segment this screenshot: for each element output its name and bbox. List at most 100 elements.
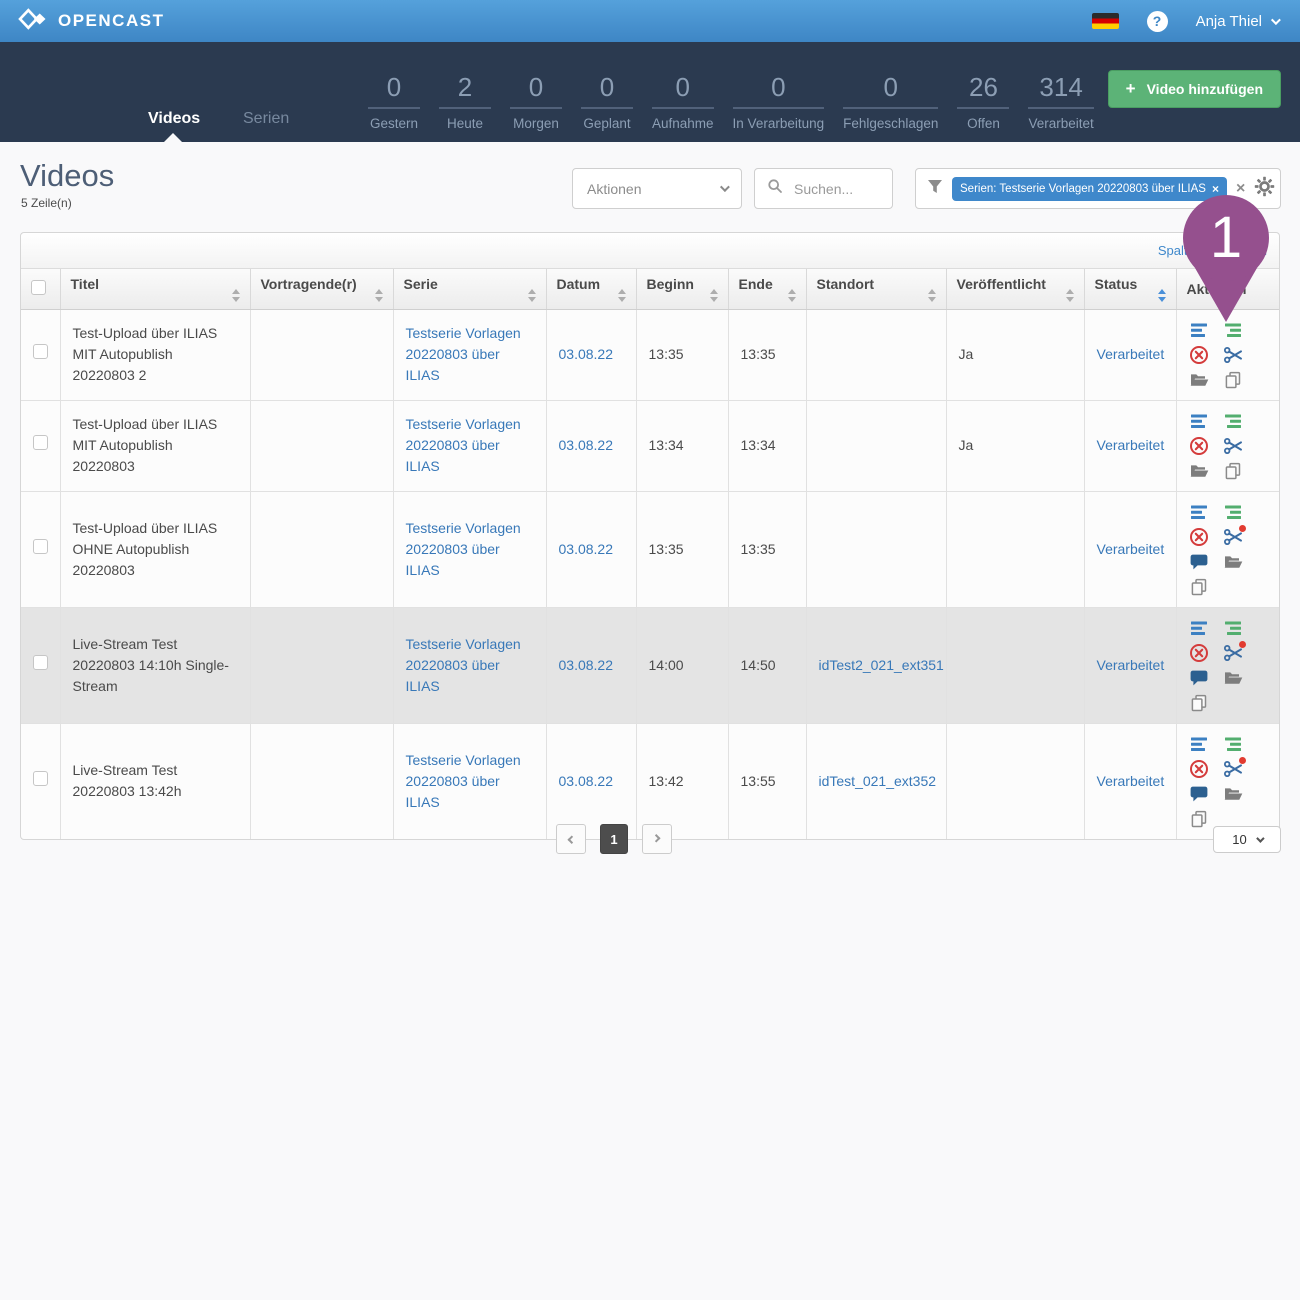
sort-icon[interactable]	[374, 288, 383, 302]
actions-dropdown[interactable]: Aktionen	[572, 168, 742, 209]
row-checkbox[interactable]	[33, 435, 48, 450]
row-checkbox[interactable]	[33, 654, 48, 670]
stat-verarbeitet[interactable]: 314 Verarbeitet	[1028, 72, 1094, 131]
date-link[interactable]: 03.08.22	[558, 540, 614, 557]
delete-icon[interactable]	[1189, 436, 1209, 456]
status-link[interactable]: Verarbeitet	[1096, 540, 1165, 557]
status-link[interactable]: Verarbeitet	[1096, 772, 1165, 789]
help-icon[interactable]: ?	[1146, 10, 1168, 32]
series-icon[interactable]	[1223, 734, 1243, 754]
sort-icon-active[interactable]	[1157, 288, 1166, 302]
status-link[interactable]: Verarbeitet	[1096, 437, 1165, 453]
series-link[interactable]: Testserie Vorlagen 20220803 über ILIAS	[405, 416, 521, 474]
filter-settings-gear-icon[interactable]	[1254, 176, 1275, 202]
stat-in-verarbeitung[interactable]: 0 In Verarbeitung	[732, 72, 825, 131]
sort-icon[interactable]	[927, 288, 936, 302]
date-link[interactable]: 03.08.22	[558, 656, 614, 673]
stat-aufnahme[interactable]: 0 Aufnahme	[652, 72, 714, 131]
page-size-select[interactable]: 10	[1213, 826, 1281, 853]
cut-icon[interactable]	[1223, 524, 1246, 547]
copy-icon[interactable]	[1189, 577, 1209, 597]
col-titel[interactable]: Titel	[60, 269, 251, 310]
col-vortragende[interactable]: Vortragende(r)	[250, 269, 394, 310]
stat-gestern[interactable]: 0 Gestern	[368, 72, 420, 131]
tab-videos[interactable]: Videos	[148, 110, 201, 127]
sort-icon[interactable]	[1065, 288, 1074, 302]
col-ende[interactable]: Ende	[728, 269, 807, 310]
date-link[interactable]: 03.08.22	[558, 346, 614, 362]
date-link[interactable]: 03.08.22	[558, 772, 614, 789]
details-icon[interactable]	[1189, 734, 1209, 754]
tab-serien[interactable]: Serien	[243, 110, 290, 127]
col-beginn[interactable]: Beginn	[636, 269, 729, 310]
filter-chip[interactable]: Serien: Testserie Vorlagen 20220803 über…	[952, 176, 1227, 201]
comment-icon[interactable]	[1189, 784, 1209, 804]
prev-page-button[interactable]	[556, 824, 586, 854]
copy-icon[interactable]	[1223, 370, 1243, 390]
row-checkbox[interactable]	[33, 770, 48, 786]
sort-icon[interactable]	[617, 288, 626, 302]
col-serie[interactable]: Serie	[393, 269, 547, 310]
series-icon[interactable]	[1223, 618, 1243, 638]
folder-icon[interactable]	[1223, 668, 1243, 688]
series-link[interactable]: Testserie Vorlagen 20220803 über ILIAS	[405, 751, 521, 810]
series-icon[interactable]	[1223, 411, 1243, 431]
sort-icon[interactable]	[709, 288, 718, 302]
location-link[interactable]: idTest_021_ext352	[818, 772, 937, 789]
delete-icon[interactable]	[1189, 527, 1209, 547]
cut-icon[interactable]	[1223, 640, 1246, 663]
series-icon[interactable]	[1223, 502, 1243, 522]
folder-icon[interactable]	[1223, 552, 1243, 572]
delete-icon[interactable]	[1189, 345, 1209, 365]
series-icon[interactable]	[1223, 320, 1243, 340]
chip-close-icon[interactable]: ×	[1211, 181, 1219, 196]
stat-heute[interactable]: 2 Heute	[439, 74, 491, 131]
col-standort[interactable]: Standort	[806, 269, 947, 310]
stat-geplant[interactable]: 0 Geplant	[581, 74, 633, 131]
date-link[interactable]: 03.08.22	[558, 437, 614, 453]
comment-icon[interactable]	[1189, 552, 1209, 572]
delete-icon[interactable]	[1189, 759, 1209, 779]
folder-icon[interactable]	[1189, 370, 1209, 390]
stat-fehlgeschlagen[interactable]: 0 Fehlgeschlagen	[843, 72, 939, 131]
search-input[interactable]	[792, 179, 878, 198]
cut-icon[interactable]	[1223, 436, 1243, 456]
details-icon[interactable]	[1189, 502, 1209, 522]
details-icon[interactable]	[1189, 320, 1209, 340]
add-video-button[interactable]: + Video hinzufügen	[1107, 70, 1281, 108]
copy-icon[interactable]	[1189, 809, 1209, 829]
cut-icon[interactable]	[1223, 345, 1243, 365]
location-link[interactable]: idTest2_021_ext351	[818, 656, 944, 673]
status-link[interactable]: Verarbeitet	[1096, 656, 1165, 673]
current-page-button[interactable]: 1	[600, 824, 628, 854]
user-menu[interactable]: Anja Thiel	[1196, 13, 1281, 30]
folder-icon[interactable]	[1189, 461, 1209, 481]
comment-icon[interactable]	[1189, 668, 1209, 688]
row-checkbox[interactable]	[33, 344, 48, 359]
copy-icon[interactable]	[1189, 693, 1209, 713]
row-checkbox[interactable]	[33, 538, 48, 554]
status-link[interactable]: Verarbeitet	[1096, 346, 1165, 362]
clear-filters-icon[interactable]: ×	[1235, 179, 1246, 197]
col-datum[interactable]: Datum	[546, 269, 637, 310]
sort-icon[interactable]	[787, 288, 796, 302]
edit-columns-link[interactable]: Spalten bearbeiten	[1157, 243, 1267, 258]
sort-icon[interactable]	[527, 288, 536, 302]
select-all-checkbox[interactable]	[31, 279, 46, 295]
folder-icon[interactable]	[1223, 784, 1243, 804]
language-flag-icon[interactable]	[1091, 13, 1119, 29]
details-icon[interactable]	[1189, 618, 1209, 638]
delete-icon[interactable]	[1189, 643, 1209, 663]
details-icon[interactable]	[1189, 411, 1209, 431]
copy-icon[interactable]	[1223, 461, 1243, 481]
col-veroeffentlicht[interactable]: Veröffentlicht	[946, 269, 1085, 310]
series-link[interactable]: Testserie Vorlagen 20220803 über ILIAS	[405, 635, 521, 694]
sort-icon[interactable]	[231, 288, 240, 302]
next-page-button[interactable]	[642, 824, 672, 854]
series-link[interactable]: Testserie Vorlagen 20220803 über ILIAS	[405, 519, 521, 578]
cut-icon[interactable]	[1223, 756, 1246, 779]
stat-offen[interactable]: 26 Offen	[957, 74, 1010, 131]
stat-morgen[interactable]: 0 Morgen	[510, 74, 562, 131]
col-status[interactable]: Status	[1084, 269, 1177, 310]
series-link[interactable]: Testserie Vorlagen 20220803 über ILIAS	[405, 325, 521, 383]
